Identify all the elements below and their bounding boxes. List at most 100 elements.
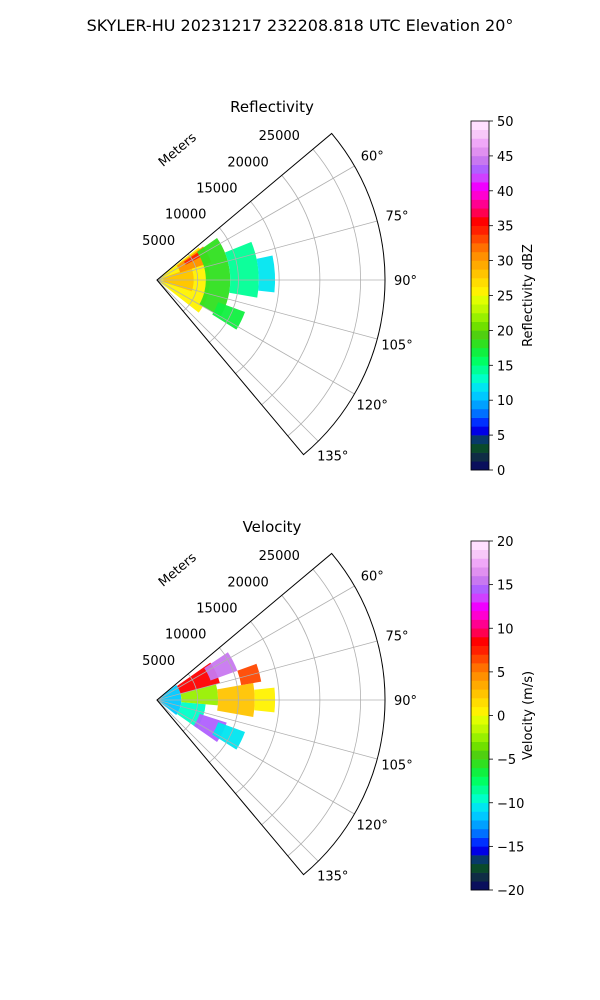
azimuth-spoke	[156, 699, 378, 760]
colorbar-segment	[471, 347, 489, 357]
colorbar-segment	[471, 802, 489, 812]
radial-tick-label: 5000	[142, 234, 175, 249]
azimuth-spoke	[156, 279, 378, 340]
colorbar-tick-label: 15	[497, 579, 514, 594]
colorbar-tick-label: 10	[497, 394, 514, 409]
echo-region	[197, 237, 231, 317]
radial-tick-label: 25000	[259, 129, 300, 144]
colorbar-segment	[471, 549, 489, 559]
colorbar-segment	[471, 698, 489, 708]
colorbar-segment	[471, 129, 489, 139]
colorbar-segment	[471, 155, 489, 165]
colorbar-tick-label: −5	[497, 753, 516, 768]
colorbar-segment	[471, 558, 489, 568]
echo-region	[212, 302, 245, 330]
range-ring	[287, 568, 361, 857]
colorbar-segment	[471, 863, 489, 873]
colorbar-segment	[471, 671, 489, 681]
colorbar-segment	[471, 767, 489, 777]
range-ring	[261, 595, 321, 826]
colorbar-tick-label: 5	[497, 429, 505, 444]
colorbar-segment	[471, 339, 489, 349]
theta-tick-label: 120°	[357, 818, 388, 833]
sector-frame	[156, 132, 386, 456]
colorbar-segment	[471, 278, 489, 288]
colorbar-segment	[471, 295, 489, 305]
colorbar-segment	[471, 724, 489, 734]
radar-panel-velocity: Velocity 5000 10000 15000 20000 25000 Meters 60…	[142, 518, 536, 899]
colorbar-segment	[471, 811, 489, 821]
panel-title: Velocity	[243, 518, 302, 536]
colorbar-tick-label: −10	[497, 797, 524, 812]
colorbar-segment	[471, 147, 489, 157]
colorbar-segment	[471, 846, 489, 856]
theta-tick-label: 60°	[361, 570, 384, 585]
theta-tick-label: 90°	[394, 274, 417, 289]
colorbar-tick-label: 50	[497, 115, 514, 130]
azimuth-spoke	[156, 279, 319, 442]
colorbar-segment	[471, 567, 489, 577]
theta-tick-label: 120°	[357, 398, 388, 413]
theta-tick-label: 105°	[381, 338, 412, 353]
colorbar-label: Velocity (m/s)	[521, 671, 536, 760]
colorbar-tick-label: 25	[497, 290, 514, 305]
colorbar-segment	[471, 356, 489, 366]
colorbar-segment	[471, 706, 489, 716]
colorbar-segment	[471, 391, 489, 401]
colorbar-segment	[471, 715, 489, 725]
colorbar-segment	[471, 461, 489, 471]
colorbar-segment	[471, 190, 489, 200]
colorbar-tick-label: −20	[497, 884, 524, 899]
colorbar-tick-label: 35	[497, 220, 514, 235]
colorbar-segment	[471, 435, 489, 445]
colorbar-segment	[471, 243, 489, 253]
colorbar-segment	[471, 260, 489, 270]
theta-tick-label: 90°	[394, 694, 417, 709]
echo-region	[256, 255, 276, 293]
range-ring	[235, 201, 280, 374]
azimuth-spoke	[156, 585, 355, 701]
colorbar-tick-label: 0	[497, 464, 505, 479]
colorbar-label: Reflectivity dBZ	[521, 244, 536, 347]
colorbar-segment	[471, 680, 489, 690]
colorbar: −20 −15 −10 −5 0 5 10 15 20 Velocity (m/s)	[470, 535, 536, 899]
colorbar-segment	[471, 173, 489, 183]
colorbar-segment	[471, 452, 489, 462]
colorbar-tick-label: 0	[497, 710, 505, 725]
range-ring	[261, 175, 321, 406]
echo-region	[224, 241, 259, 298]
colorbar-tick-label: −15	[497, 840, 524, 855]
range-ring	[287, 148, 361, 437]
echo-region	[212, 722, 245, 750]
radial-tick-label: 20000	[227, 155, 268, 170]
sector-frame	[156, 552, 386, 876]
azimuth-spoke	[156, 699, 355, 815]
colorbar-tick-label: 5	[497, 666, 505, 681]
echo-region	[237, 663, 262, 686]
colorbar-tick-label: 30	[497, 255, 514, 270]
colorbar-segment	[471, 312, 489, 322]
colorbar-segment	[471, 759, 489, 769]
colorbar-segment	[471, 225, 489, 235]
colorbar-tick-label: 20	[497, 535, 514, 550]
colorbar-segment	[471, 654, 489, 664]
colorbar-segment	[471, 182, 489, 192]
colorbar-segment	[471, 251, 489, 261]
radial-tick-label: 10000	[165, 628, 206, 643]
colorbar-segment	[471, 602, 489, 612]
colorbar-segment	[471, 663, 489, 673]
colorbar-segment	[471, 837, 489, 847]
colorbar-segment	[471, 593, 489, 603]
colorbar-tick-label: 45	[497, 150, 514, 165]
theta-tick-label: 105°	[381, 758, 412, 773]
colorbar-segment	[471, 216, 489, 226]
colorbar-segment	[471, 234, 489, 244]
azimuth-spoke	[156, 165, 355, 281]
colorbar-segment	[471, 776, 489, 786]
radial-tick-label: 25000	[259, 549, 300, 564]
colorbar-segment	[471, 330, 489, 340]
colorbar-segment	[471, 820, 489, 830]
colorbar-segment	[471, 628, 489, 638]
colorbar-segment	[471, 785, 489, 795]
radial-tick-label: 15000	[196, 181, 237, 196]
